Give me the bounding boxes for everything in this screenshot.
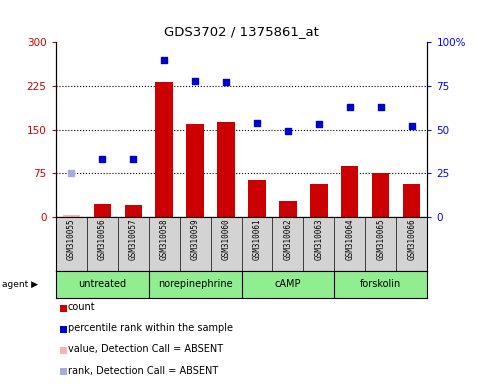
Text: cAMP: cAMP [275,279,301,289]
Text: GSM310066: GSM310066 [408,218,416,260]
Text: GSM310057: GSM310057 [128,218,138,260]
Bar [341,166,358,217]
Text: GSM310059: GSM310059 [190,218,199,260]
Text: value, Detection Call = ABSENT: value, Detection Call = ABSENT [68,344,223,354]
Point [377,104,385,110]
Bar [248,180,266,217]
Point [408,123,416,129]
Bar [311,184,327,217]
Text: GSM310062: GSM310062 [284,218,293,260]
Bar [62,215,80,217]
Text: percentile rank within the sample: percentile rank within the sample [68,323,233,333]
Text: count: count [68,302,96,312]
Point [253,119,261,126]
Text: GSM310061: GSM310061 [253,218,261,260]
Text: GSM310064: GSM310064 [345,218,355,260]
Point [160,56,168,63]
Bar [186,124,203,217]
Text: GSM310063: GSM310063 [314,218,324,260]
Bar [372,173,389,217]
Text: GSM310058: GSM310058 [159,218,169,260]
Point [222,79,230,86]
Bar [280,201,297,217]
Text: rank, Detection Call = ABSENT: rank, Detection Call = ABSENT [68,366,218,376]
Text: agent ▶: agent ▶ [2,280,39,289]
Point [284,128,292,134]
Bar [125,205,142,217]
Bar [217,122,235,217]
Bar [156,82,172,217]
Title: GDS3702 / 1375861_at: GDS3702 / 1375861_at [164,25,319,38]
Text: GSM310056: GSM310056 [98,218,107,260]
Point [191,78,199,84]
Point [98,156,106,162]
Point [315,121,323,127]
Text: norepinephrine: norepinephrine [157,279,232,289]
Text: GSM310060: GSM310060 [222,218,230,260]
Point [129,156,137,162]
Point [346,104,354,110]
Text: GSM310055: GSM310055 [67,218,75,260]
Point [67,170,75,176]
Text: forskolin: forskolin [360,279,401,289]
Text: untreated: untreated [78,279,126,289]
Bar [94,204,111,217]
Text: GSM310065: GSM310065 [376,218,385,260]
Bar [403,184,421,217]
